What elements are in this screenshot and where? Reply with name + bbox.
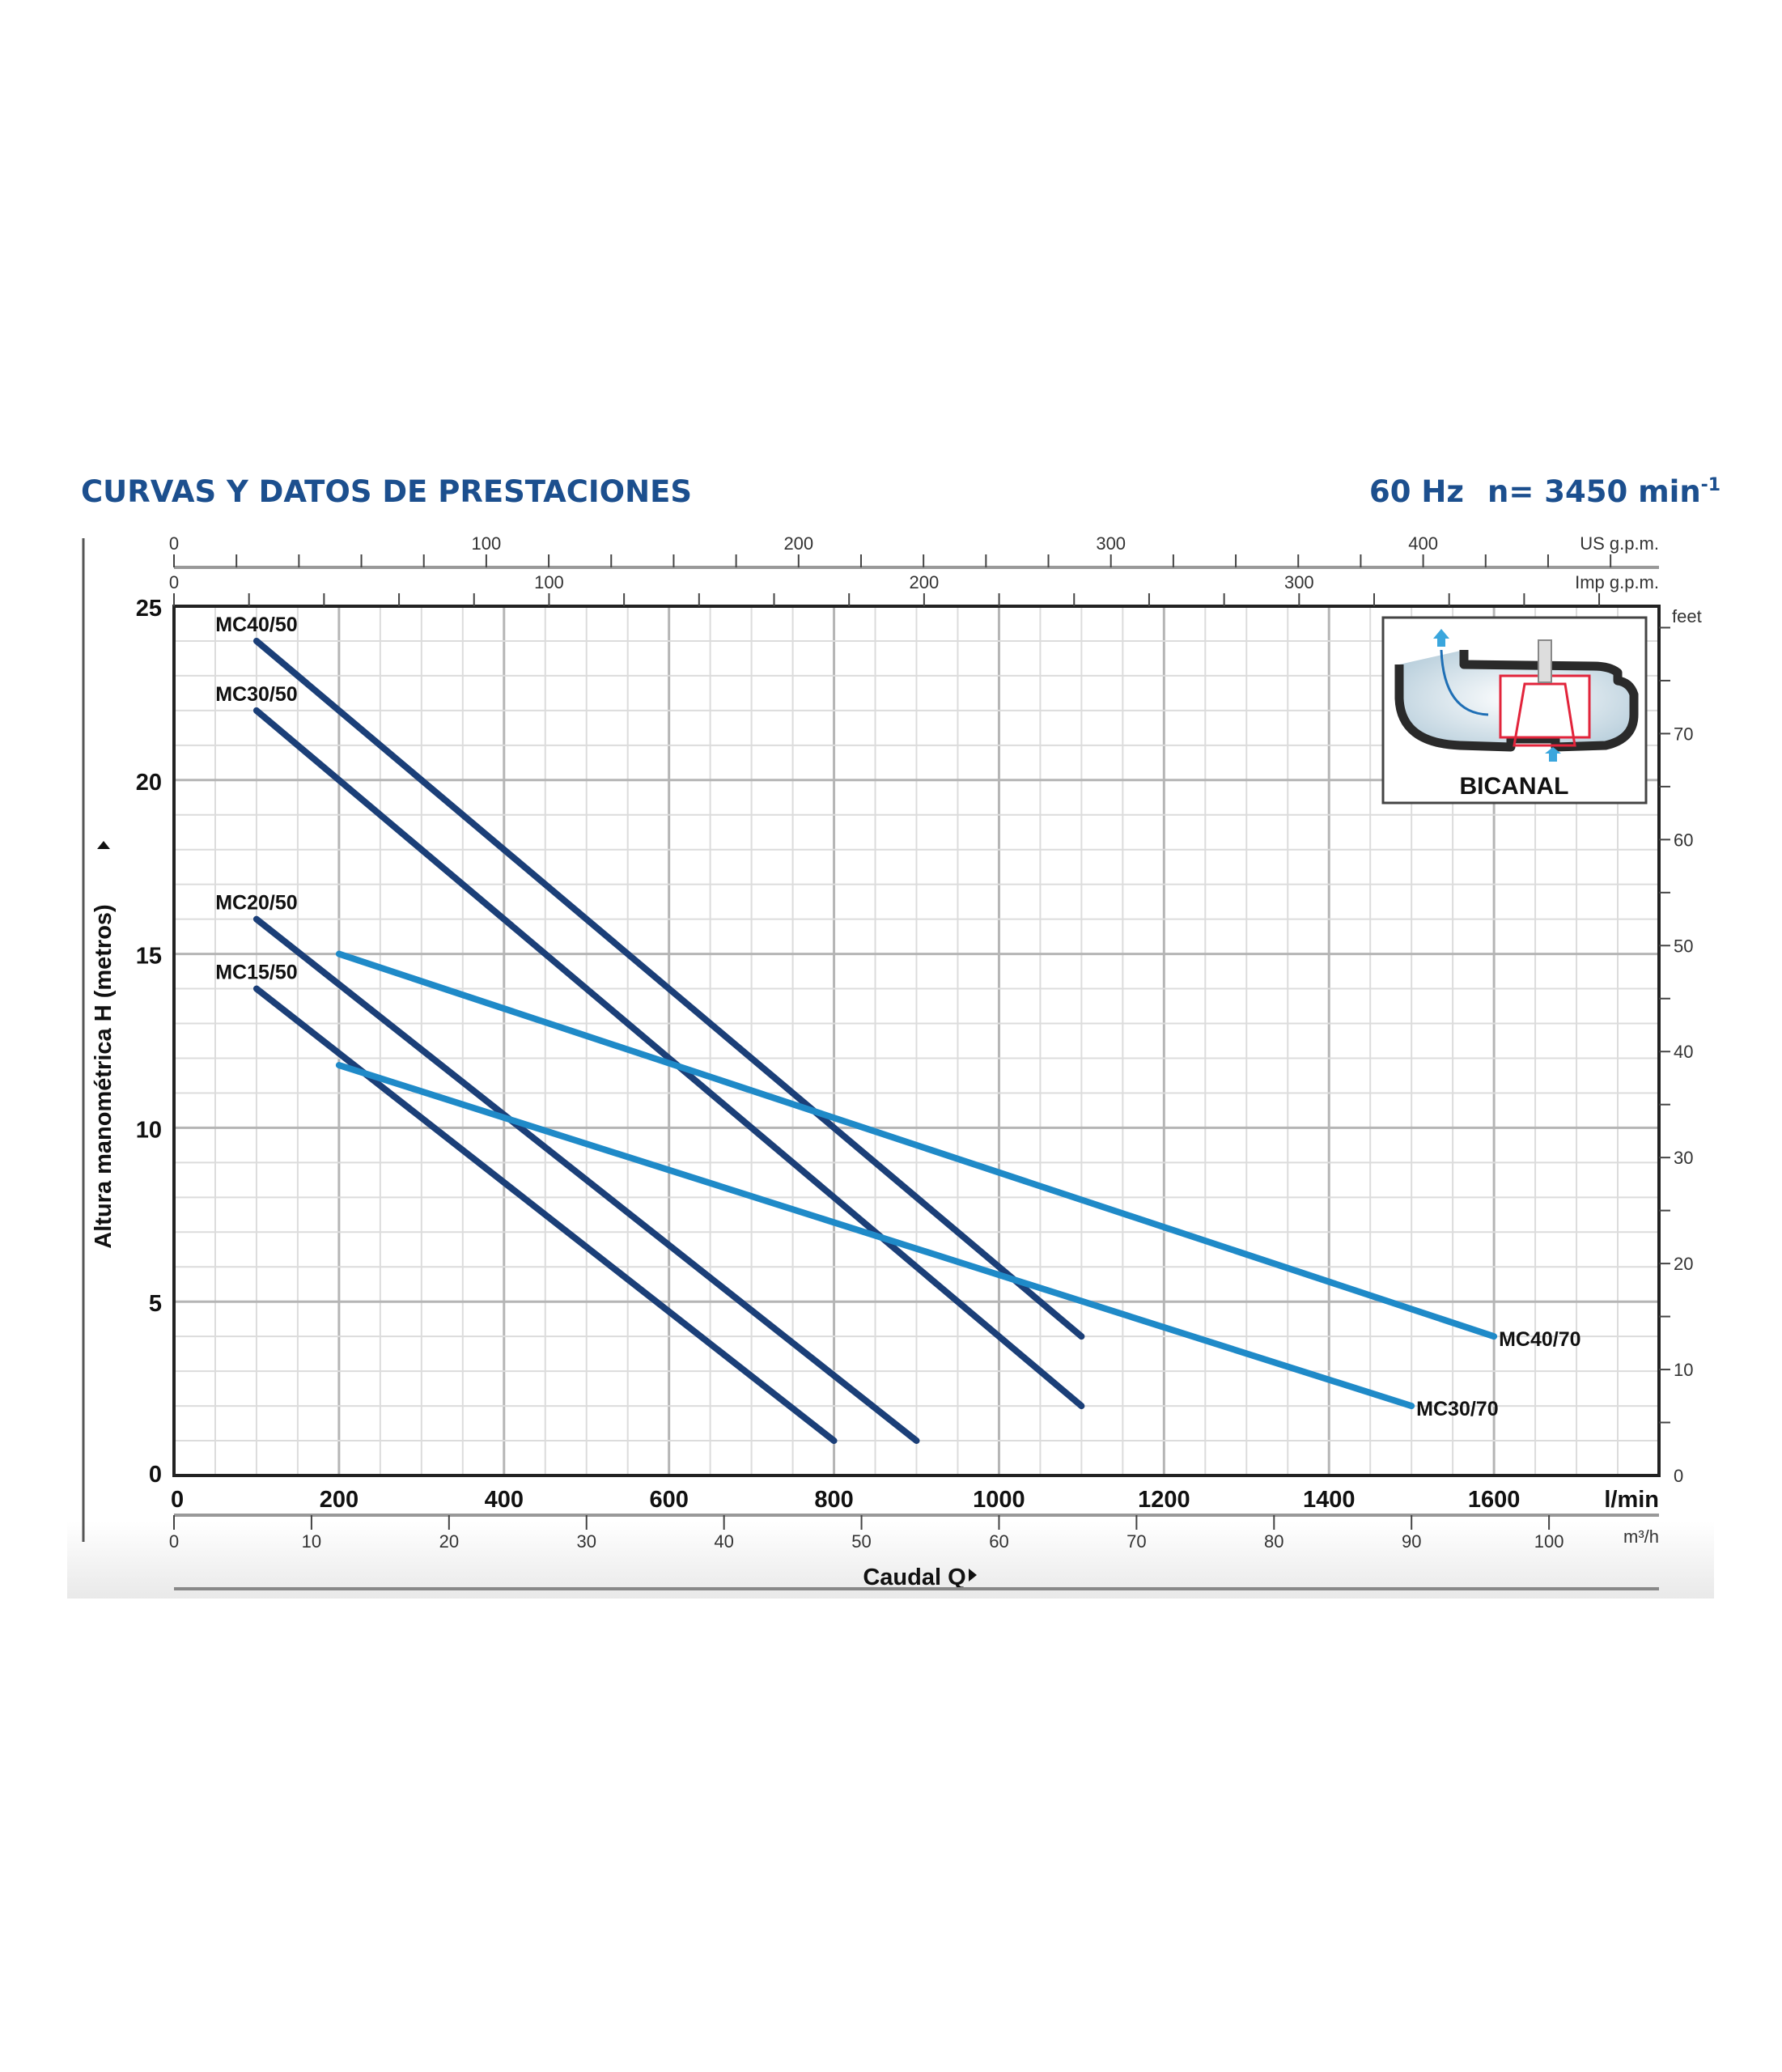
inset-label: BICANAL <box>1460 773 1569 800</box>
curve-label: MC15/50 <box>215 962 297 984</box>
m3h-label: 50 <box>851 1531 871 1552</box>
imp-gpm-label: 200 <box>910 572 940 592</box>
curve-label: MC30/50 <box>215 683 297 706</box>
m3h-label: 100 <box>1534 1531 1564 1552</box>
footer-band <box>67 1522 1714 1599</box>
y-axis-title: Altura manométrica H (metros) <box>91 904 117 1248</box>
flow-arrow-icon <box>1440 649 1489 716</box>
m3h-label: 60 <box>989 1531 1008 1552</box>
axes: 0 200 400 600 800 1000 1200 1400 1600 l/min051015… <box>136 533 1702 1552</box>
plot-frame <box>172 605 1661 1477</box>
us-gpm-label: 400 <box>1408 533 1438 554</box>
curve-mc15-50 <box>252 985 838 1445</box>
curve-label: MC40/70 <box>1499 1328 1580 1351</box>
x-tick-label: 1600 <box>1468 1487 1521 1513</box>
x-tick-label: 1200 <box>1138 1487 1190 1513</box>
feet-label: 20 <box>1674 1254 1693 1274</box>
us-gpm-label: 0 <box>169 533 179 554</box>
curve-label: MC30/70 <box>1416 1398 1498 1420</box>
us-gpm-label: 200 <box>783 533 813 554</box>
y-tick-label: 0 <box>149 1462 162 1488</box>
feet-label: 10 <box>1674 1360 1693 1380</box>
feet-label: 60 <box>1674 830 1693 850</box>
us-gpm-unit: US g.p.m. <box>1580 533 1659 554</box>
x-tick-label: 1000 <box>973 1487 1025 1513</box>
y-tick-label: 15 <box>136 944 162 970</box>
x-tick-label: 0 <box>171 1487 184 1513</box>
shaft-icon <box>1538 639 1552 683</box>
x-unit-label: l/min <box>1604 1487 1659 1513</box>
m3h-label: 20 <box>439 1531 459 1552</box>
curve-label: MC20/50 <box>215 892 297 915</box>
y-tick-label: 25 <box>136 596 162 622</box>
curves <box>252 637 1498 1445</box>
curve-mc40-70 <box>335 950 1498 1340</box>
chart-title: CURVAS Y DATOS DE PRESTACIONES <box>81 474 692 509</box>
m3h-label: 0 <box>169 1531 179 1552</box>
m3h-label: 90 <box>1402 1531 1421 1552</box>
m3h-label: 40 <box>714 1531 733 1552</box>
feet-label: 30 <box>1674 1148 1693 1168</box>
bicanal-inset: BICANAL <box>1381 616 1648 805</box>
curve-labels: MC40/50 MC30/50 MC20/50 MC15/50 MC40/70 MC30/… <box>215 614 1580 1420</box>
outlet-arrow-icon <box>1433 629 1449 647</box>
x-axis-arrow-icon <box>969 1569 977 1582</box>
us-gpm-label: 300 <box>1096 533 1126 554</box>
inlet-arrow-icon <box>1545 747 1561 762</box>
feet-unit: feet <box>1672 606 1702 626</box>
imp-gpm-label: 100 <box>534 572 564 592</box>
frequency-label: 60 Hz <box>1369 474 1464 509</box>
curve-label: MC40/50 <box>215 614 297 636</box>
y-tick-label: 20 <box>136 770 162 796</box>
y-tick-label: 10 <box>136 1117 162 1143</box>
y-axis-arrow-icon <box>97 841 110 849</box>
feet-label: 50 <box>1674 936 1693 956</box>
speed-label: n= 3450 min-1 <box>1487 474 1720 509</box>
us-gpm-label: 100 <box>472 533 502 554</box>
x-tick-label: 600 <box>649 1487 688 1513</box>
y-tick-label: 5 <box>149 1291 162 1317</box>
x-tick-label: 200 <box>320 1487 359 1513</box>
imp-gpm-unit: Imp g.p.m. <box>1575 572 1659 592</box>
feet-label: 40 <box>1674 1042 1693 1062</box>
curve-mc30-70 <box>335 1062 1415 1410</box>
curve-mc40-50 <box>252 637 1085 1340</box>
imp-gpm-label: 0 <box>169 572 179 592</box>
feet-label: 70 <box>1674 724 1693 744</box>
m3h-label: 10 <box>302 1531 321 1552</box>
x-tick-label: 800 <box>814 1487 853 1513</box>
x-tick-label: 400 <box>485 1487 524 1513</box>
x-tick-label: 1400 <box>1303 1487 1356 1513</box>
imp-gpm-label: 300 <box>1284 572 1314 592</box>
feet-label: 0 <box>1674 1466 1683 1486</box>
m3h-unit: m³/h <box>1623 1526 1659 1547</box>
m3h-label: 80 <box>1264 1531 1283 1552</box>
m3h-label: 70 <box>1126 1531 1146 1552</box>
m3h-label: 30 <box>576 1531 596 1552</box>
grid <box>172 605 1661 1477</box>
curve-mc20-50 <box>252 915 920 1445</box>
x-axis-title: Caudal Q <box>863 1565 965 1590</box>
curve-mc30-50 <box>252 707 1085 1410</box>
